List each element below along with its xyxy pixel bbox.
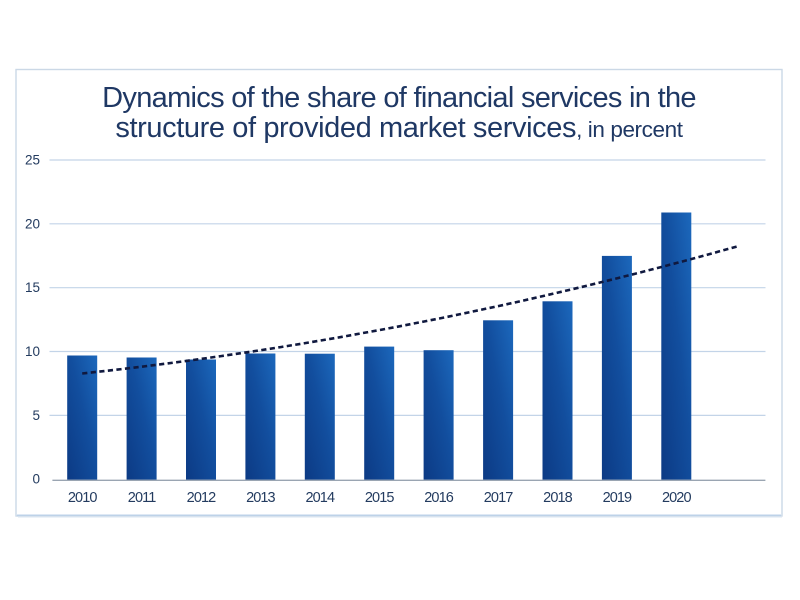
- svg-text:2017: 2017: [484, 490, 513, 506]
- svg-text:5: 5: [32, 408, 40, 423]
- svg-text:2020: 2020: [662, 490, 691, 506]
- svg-text:2016: 2016: [424, 490, 453, 506]
- svg-text:2011: 2011: [128, 490, 156, 506]
- svg-text:15: 15: [25, 280, 40, 295]
- svg-text:Dynamics of the share of finan: Dynamics of the share of financial servi…: [102, 82, 696, 114]
- svg-text:20: 20: [25, 216, 40, 231]
- svg-text:0: 0: [32, 472, 40, 487]
- svg-text:2010: 2010: [68, 490, 97, 506]
- svg-text:2012: 2012: [187, 490, 216, 506]
- svg-text:10: 10: [25, 344, 40, 359]
- svg-text:25: 25: [25, 153, 40, 168]
- svg-text:2013: 2013: [246, 490, 275, 506]
- svg-text:structure of provided market s: structure of provided market services, i…: [115, 112, 683, 144]
- svg-text:2018: 2018: [543, 490, 572, 506]
- svg-text:2019: 2019: [603, 490, 632, 506]
- svg-text:2014: 2014: [305, 490, 334, 506]
- svg-text:2015: 2015: [365, 490, 394, 506]
